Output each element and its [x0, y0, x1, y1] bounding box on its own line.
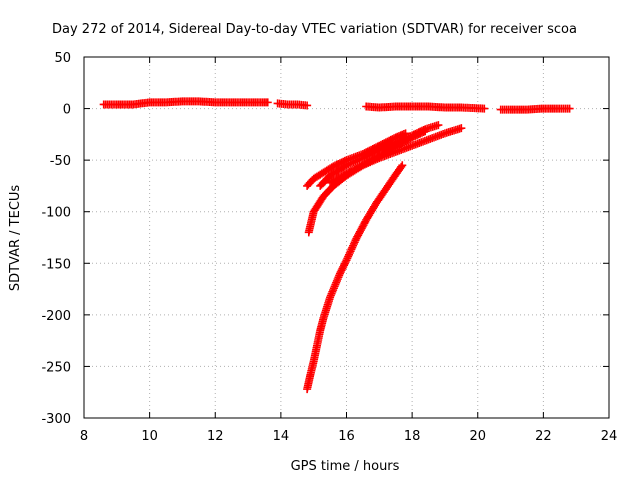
data-point [397, 136, 406, 145]
data-point [393, 137, 402, 146]
data-point [400, 134, 409, 143]
data-point [398, 161, 407, 170]
data-point [362, 159, 371, 168]
y-tick-label: -200 [41, 309, 71, 324]
x-tick-label: 24 [601, 429, 618, 444]
data-point [342, 161, 351, 170]
data-point [457, 124, 466, 133]
data-point [355, 155, 364, 164]
data-point [351, 236, 360, 245]
chart-title: Day 272 of 2014, Sidereal Day-to-day VTE… [52, 22, 577, 37]
y-tick-label: -250 [41, 360, 71, 375]
data-point [347, 245, 356, 254]
data-point [373, 154, 382, 163]
data-point [397, 162, 406, 171]
plot-frame [83, 56, 610, 419]
data-point [369, 156, 378, 165]
data-point [344, 160, 353, 169]
data-point [344, 250, 353, 259]
data-point [346, 247, 355, 256]
x-tick-label: 22 [535, 429, 552, 444]
data-point [351, 157, 360, 166]
y-tick-label: -100 [41, 206, 71, 221]
series-arc-3 [362, 102, 489, 113]
series-arc-9 [303, 161, 407, 394]
data-point [378, 144, 387, 153]
data-point [377, 145, 386, 154]
data-point [434, 121, 443, 130]
data-point [350, 238, 359, 247]
data-point [366, 158, 375, 167]
data-point [480, 104, 489, 113]
x-tick-label: 16 [338, 429, 355, 444]
data-point [342, 256, 351, 265]
series-arc-1 [99, 97, 272, 109]
y-tick-label: 50 [54, 51, 71, 66]
x-tick-label: 8 [80, 429, 88, 444]
data-point [349, 239, 358, 248]
x-tick-label: 12 [207, 429, 224, 444]
data-point [346, 159, 355, 168]
data-point [358, 161, 367, 170]
data-point [391, 138, 400, 147]
data-point [349, 158, 358, 167]
data-point [375, 145, 384, 154]
y-tick-label: -50 [50, 154, 71, 169]
data-point [348, 243, 357, 252]
data-point [402, 133, 411, 142]
data-point [353, 156, 362, 165]
y-tick-label: -150 [41, 257, 71, 272]
y-tick-label: -300 [41, 412, 71, 427]
data-point [303, 101, 312, 110]
grid-lines [84, 57, 609, 418]
series-arc-7 [316, 121, 443, 190]
series-arc-4 [496, 104, 574, 114]
data-point [384, 141, 393, 150]
data-point [404, 132, 413, 141]
data-point [382, 142, 391, 151]
data-point [386, 141, 395, 150]
data-point [371, 155, 380, 164]
data-point [341, 257, 350, 266]
series-arc-8 [326, 124, 466, 187]
data-point [380, 143, 389, 152]
data-point [565, 104, 574, 113]
data-points [99, 97, 574, 394]
data-point [343, 254, 352, 263]
data-point [347, 158, 356, 167]
y-axis-label: SDTVAR / TECUs [8, 185, 23, 292]
x-axis-label: GPS time / hours [291, 459, 400, 474]
data-point [389, 139, 398, 148]
data-point [349, 241, 358, 250]
series-arc-2 [273, 99, 312, 110]
data-point [368, 157, 377, 166]
data-point [395, 137, 404, 146]
x-tick-label: 18 [404, 429, 421, 444]
data-point [364, 158, 373, 167]
x-tick-label: 14 [273, 429, 290, 444]
data-point [388, 140, 397, 149]
axis-ticks: 8 10 12 14 16 18 20 22 24 50 0 -50 -100 -150 -200 -250 -… [41, 51, 617, 444]
x-tick-label: 10 [141, 429, 158, 444]
data-point [399, 135, 408, 144]
data-point [360, 160, 369, 169]
data-point [345, 248, 354, 257]
y-tick-label: 0 [63, 103, 71, 118]
data-point [263, 98, 272, 107]
data-point [344, 252, 353, 261]
x-tick-label: 20 [469, 429, 486, 444]
